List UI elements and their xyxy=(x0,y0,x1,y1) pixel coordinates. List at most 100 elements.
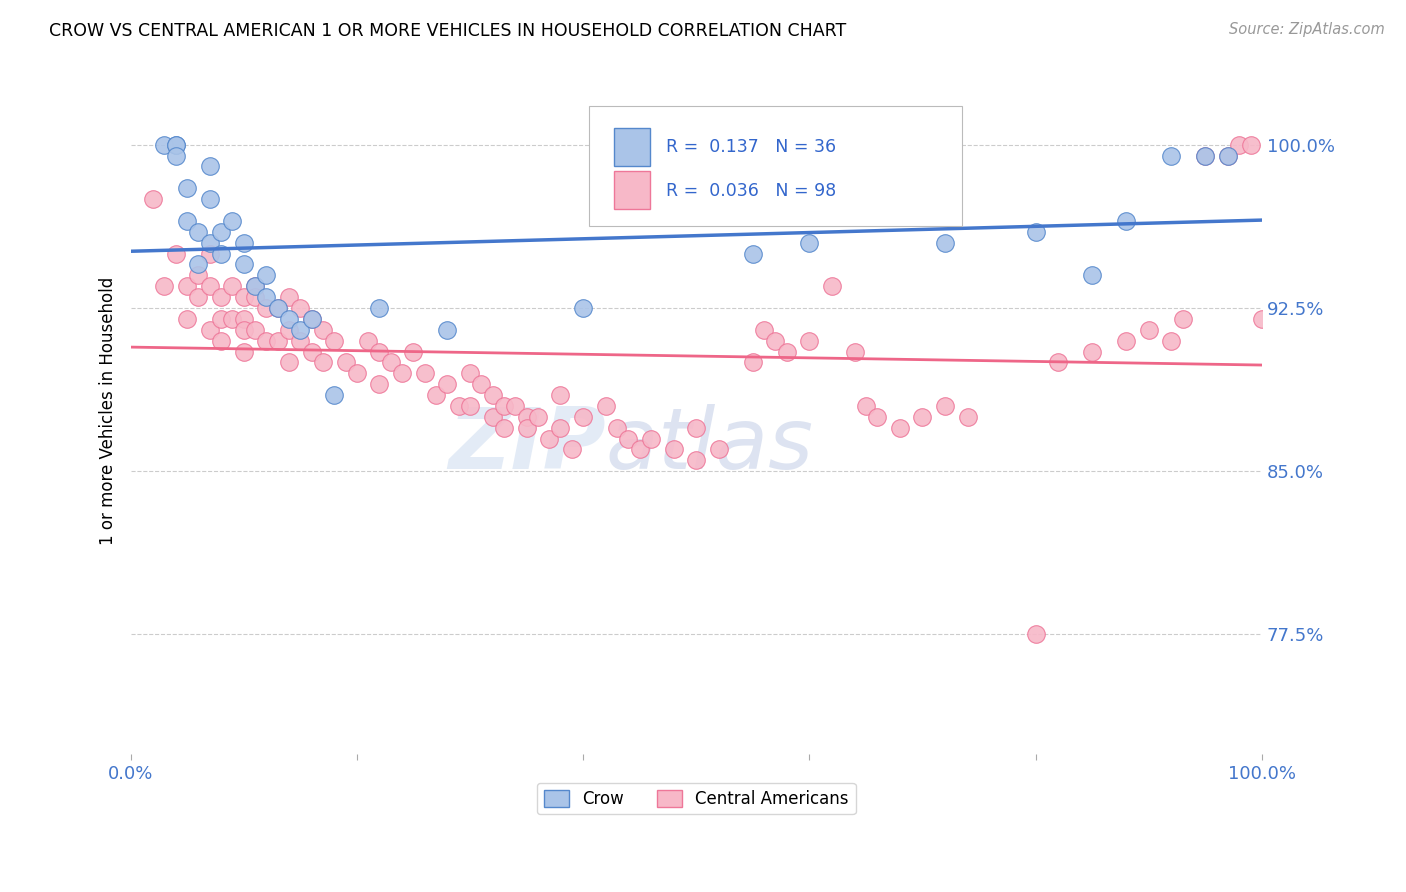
Point xyxy=(515,420,537,434)
Text: R =  0.036   N = 98: R = 0.036 N = 98 xyxy=(665,182,837,200)
Point xyxy=(254,334,277,348)
Point xyxy=(640,432,662,446)
Point xyxy=(209,225,232,239)
Point xyxy=(323,334,346,348)
FancyBboxPatch shape xyxy=(613,171,650,209)
Point xyxy=(561,442,583,457)
Point xyxy=(956,409,979,424)
Point xyxy=(436,377,458,392)
Y-axis label: 1 or more Vehicles in Household: 1 or more Vehicles in Household xyxy=(100,277,117,546)
Point xyxy=(290,323,312,337)
Point xyxy=(232,257,254,271)
Point xyxy=(221,311,243,326)
Point xyxy=(538,432,561,446)
Point xyxy=(458,366,481,380)
Point xyxy=(368,377,391,392)
Point xyxy=(470,377,492,392)
Text: CROW VS CENTRAL AMERICAN 1 OR MORE VEHICLES IN HOUSEHOLD CORRELATION CHART: CROW VS CENTRAL AMERICAN 1 OR MORE VEHIC… xyxy=(49,22,846,40)
Point xyxy=(1081,268,1104,283)
Point xyxy=(572,301,595,315)
Point xyxy=(1115,214,1137,228)
Point xyxy=(799,235,821,250)
Point xyxy=(1047,355,1070,369)
Point xyxy=(198,160,221,174)
Point xyxy=(662,442,685,457)
Point xyxy=(165,137,187,152)
Point xyxy=(176,181,198,195)
Point xyxy=(741,246,763,260)
Point xyxy=(889,420,911,434)
Point xyxy=(346,366,368,380)
Point xyxy=(176,311,198,326)
Point xyxy=(617,432,640,446)
FancyBboxPatch shape xyxy=(589,106,962,227)
Legend: Crow, Central Americans: Crow, Central Americans xyxy=(537,783,855,814)
Point xyxy=(515,409,537,424)
Point xyxy=(232,311,254,326)
Point xyxy=(221,279,243,293)
Point xyxy=(198,279,221,293)
Point xyxy=(844,344,866,359)
Point xyxy=(243,290,266,304)
Point xyxy=(1025,627,1047,641)
Point xyxy=(1239,137,1261,152)
Point xyxy=(301,311,323,326)
Point xyxy=(187,257,209,271)
Point xyxy=(221,214,243,228)
Point xyxy=(278,355,301,369)
Point xyxy=(934,399,956,413)
Point xyxy=(1160,334,1182,348)
Point xyxy=(595,399,617,413)
Point xyxy=(380,355,402,369)
Point xyxy=(934,235,956,250)
Point xyxy=(911,409,934,424)
Point xyxy=(165,148,187,162)
Point xyxy=(278,290,301,304)
Point xyxy=(1194,148,1216,162)
Point xyxy=(1137,323,1160,337)
Point xyxy=(209,311,232,326)
Point xyxy=(254,268,277,283)
Point xyxy=(425,388,447,402)
Point xyxy=(266,334,288,348)
Point xyxy=(357,334,380,348)
Text: atlas: atlas xyxy=(606,404,814,487)
FancyBboxPatch shape xyxy=(613,128,650,166)
Point xyxy=(368,344,391,359)
Point xyxy=(1115,334,1137,348)
Point xyxy=(1025,225,1047,239)
Point xyxy=(254,290,277,304)
Point xyxy=(187,225,209,239)
Point xyxy=(165,246,187,260)
Point xyxy=(1251,311,1274,326)
Point xyxy=(606,420,628,434)
Point xyxy=(290,334,312,348)
Point xyxy=(243,279,266,293)
Point xyxy=(209,290,232,304)
Point xyxy=(335,355,357,369)
Point xyxy=(198,192,221,206)
Point xyxy=(153,279,176,293)
Point xyxy=(368,301,391,315)
Point xyxy=(312,323,335,337)
Point xyxy=(254,301,277,315)
Point xyxy=(1216,148,1239,162)
Point xyxy=(481,388,503,402)
Point xyxy=(266,301,288,315)
Point xyxy=(301,311,323,326)
Point xyxy=(278,311,301,326)
Point xyxy=(855,399,877,413)
Point xyxy=(198,323,221,337)
Point xyxy=(243,279,266,293)
Text: ZIP: ZIP xyxy=(449,404,606,487)
Point xyxy=(187,268,209,283)
Point xyxy=(176,279,198,293)
Point xyxy=(243,323,266,337)
Point xyxy=(685,420,707,434)
Point xyxy=(290,301,312,315)
Point xyxy=(209,246,232,260)
Point xyxy=(550,420,572,434)
Point xyxy=(266,301,288,315)
Point xyxy=(232,323,254,337)
Point xyxy=(492,399,515,413)
